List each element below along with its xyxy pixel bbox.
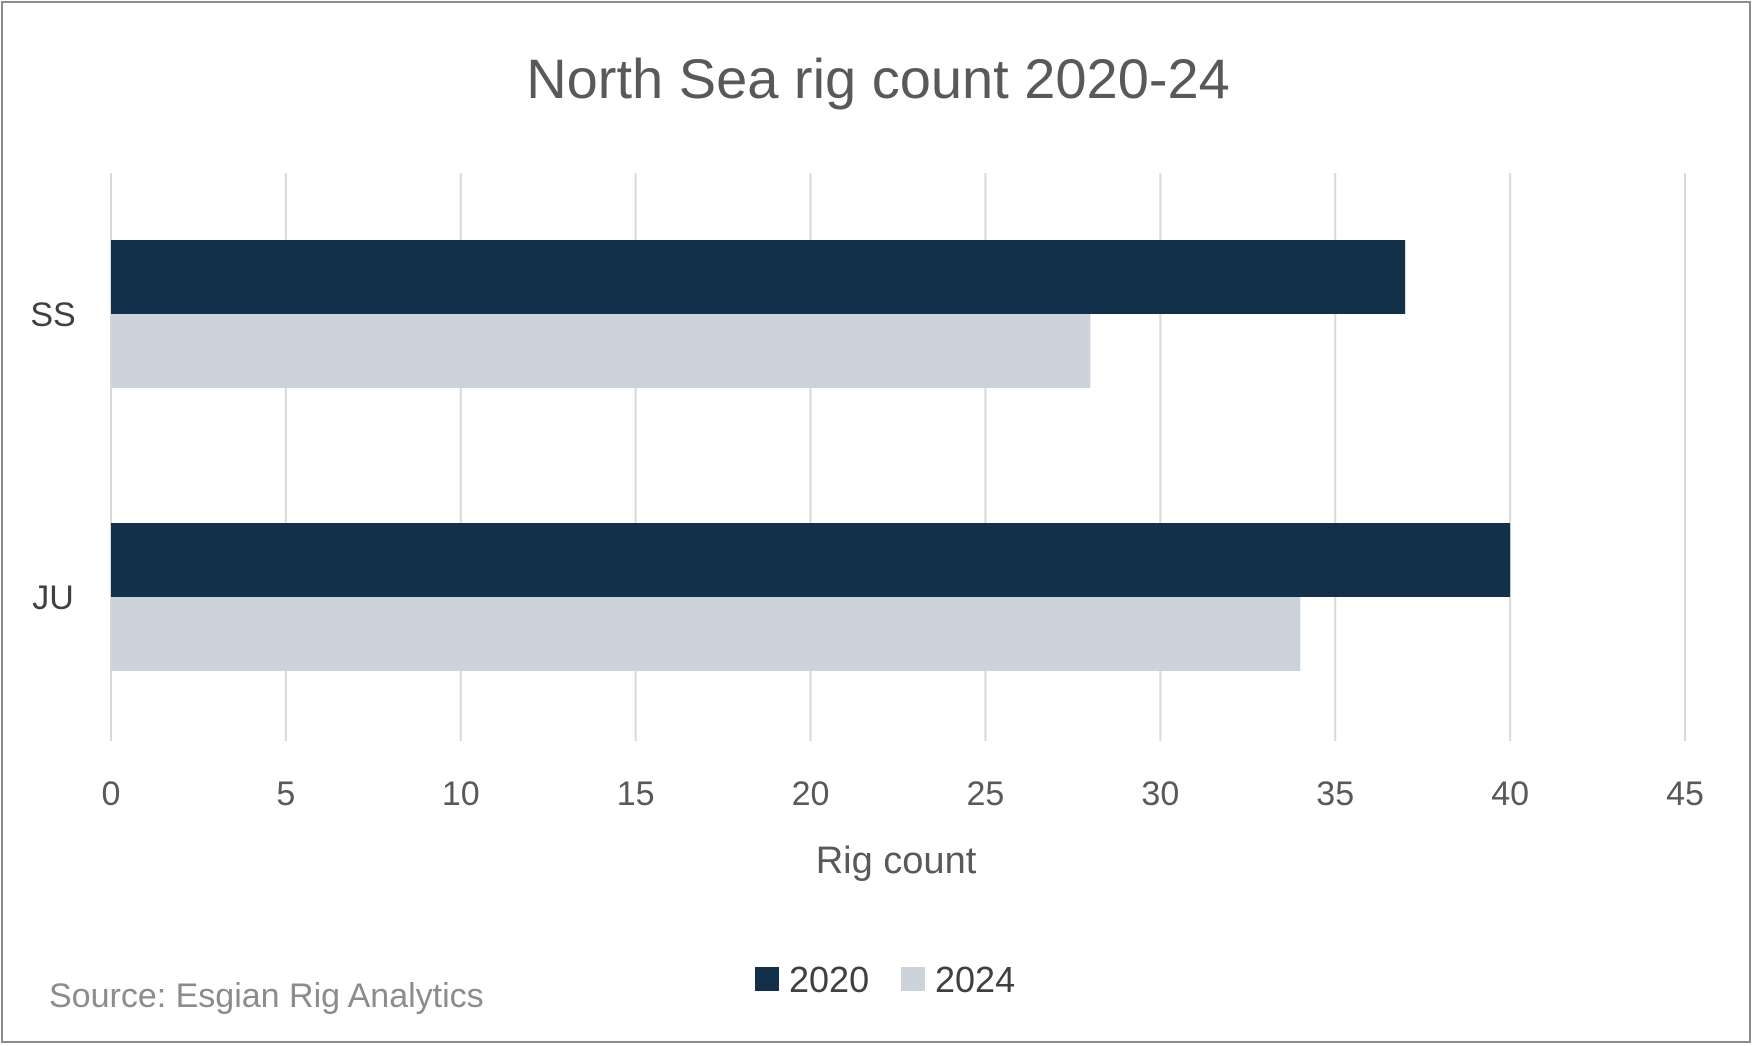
x-tick-label: 35 bbox=[1316, 775, 1354, 813]
x-tick-label: 10 bbox=[442, 775, 480, 813]
category-label-ss: SS bbox=[30, 296, 75, 334]
category-label-ju: JU bbox=[32, 579, 74, 617]
x-tick-labels: 0 5 10 15 20 25 30 35 40 45 bbox=[102, 775, 1704, 813]
x-tick-label: 5 bbox=[276, 775, 295, 813]
bar-ju-2020 bbox=[111, 523, 1511, 597]
source-note: Source: Esgian Rig Analytics bbox=[49, 977, 484, 1015]
legend-swatch-2020 bbox=[755, 967, 779, 991]
legend-swatch-2024 bbox=[901, 967, 925, 991]
chart-title: North Sea rig count 2020-24 bbox=[526, 47, 1230, 110]
x-tick-label: 40 bbox=[1491, 775, 1529, 813]
bar-ss-2020 bbox=[111, 240, 1406, 314]
x-tick-label: 20 bbox=[792, 775, 830, 813]
bar-ju-2024 bbox=[111, 597, 1301, 671]
category-labels: SS JU bbox=[30, 296, 75, 617]
bar-chart: North Sea rig count 2020-24 0 5 10 15 20 25 30… bbox=[30, 47, 1704, 1015]
bar-ss-2024 bbox=[111, 314, 1091, 388]
legend: 2020 2024 bbox=[755, 959, 1015, 1000]
x-tick-label: 15 bbox=[617, 775, 655, 813]
x-tick-label: 0 bbox=[102, 775, 121, 813]
x-tick-label: 25 bbox=[967, 775, 1005, 813]
x-tick-label: 45 bbox=[1666, 775, 1704, 813]
x-axis-label: Rig count bbox=[816, 840, 977, 882]
x-tick-label: 30 bbox=[1141, 775, 1179, 813]
bars bbox=[111, 240, 1511, 671]
legend-label-2020: 2020 bbox=[789, 959, 869, 1000]
legend-label-2024: 2024 bbox=[935, 959, 1015, 1000]
